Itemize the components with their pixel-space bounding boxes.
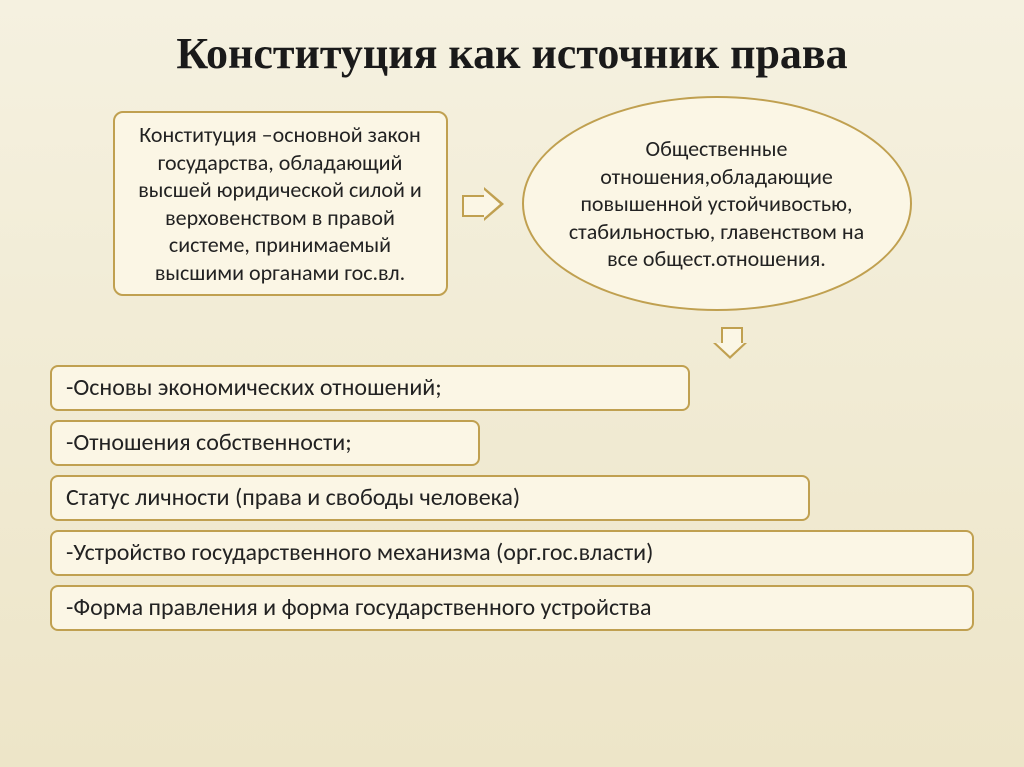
- arrow-down-icon: [711, 327, 749, 361]
- bars-list: -Основы экономических отношений; -Отноше…: [50, 365, 974, 631]
- bar-property: -Отношения собственности;: [50, 420, 480, 466]
- bar-status: Статус личности (права и свободы человек…: [50, 475, 810, 521]
- bar-economic: -Основы экономических отношений;: [50, 365, 690, 411]
- definition-box: Конституция –основной закон государства,…: [113, 111, 448, 296]
- relations-ellipse: Общественные отношения,обладающие повыше…: [522, 96, 912, 311]
- top-row: Конституция –основной закон государства,…: [50, 96, 974, 311]
- bar-form: -Форма правления и форма государственног…: [50, 585, 974, 631]
- bar-mechanism: -Устройство государственного механизма (…: [50, 530, 974, 576]
- arrow-down-wrap: [50, 327, 974, 361]
- arrow-right-icon: [462, 185, 508, 223]
- slide-title: Конституция как источник права: [50, 30, 974, 78]
